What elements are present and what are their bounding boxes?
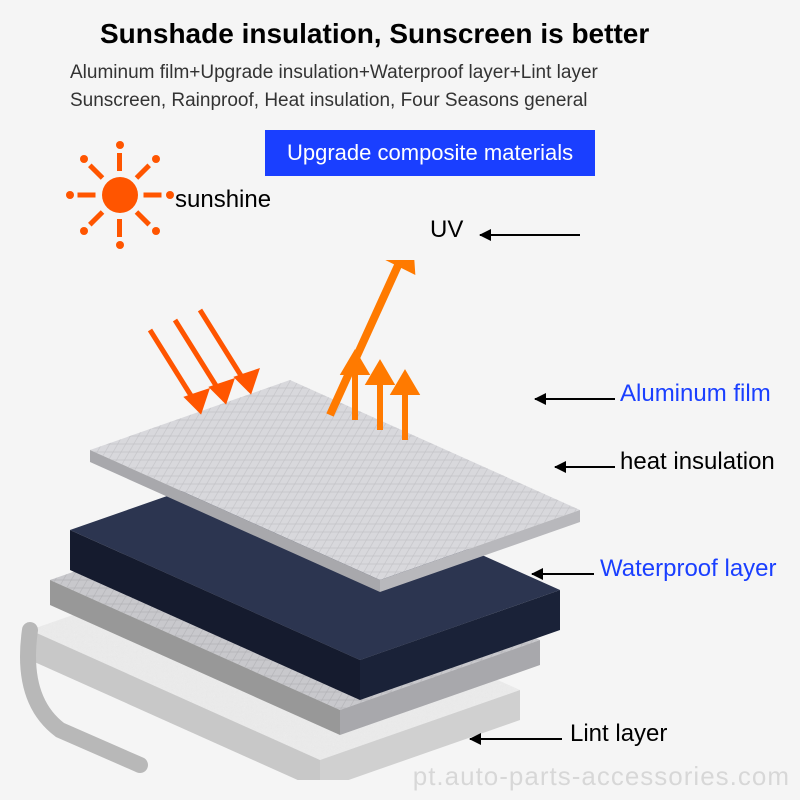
badge: Upgrade composite materials (265, 130, 595, 176)
layer-arrow-icon-0 (535, 398, 615, 400)
layer-label-3: Lint layer (570, 720, 667, 748)
main-title: Sunshade insulation, Sunscreen is better (100, 18, 649, 50)
uv-label: UV (430, 216, 463, 244)
layer-label-2: Waterproof layer (600, 555, 777, 583)
subtitle-1: Aluminum film+Upgrade insulation+Waterpr… (70, 62, 598, 84)
watermark: pt.auto-parts-accessories.com (413, 761, 790, 792)
layer-arrow-icon-3 (470, 738, 562, 740)
layer-label-0: Aluminum film (620, 380, 771, 408)
sunshine-label: sunshine (175, 186, 271, 214)
layer-arrow-icon-2 (532, 573, 594, 575)
layer-diagram (0, 260, 720, 780)
layer-label-1: heat insulation (620, 448, 775, 476)
subtitle-2: Sunscreen, Rainproof, Heat insulation, F… (70, 90, 588, 112)
incoming-rays-icon (150, 310, 256, 410)
uv-arrow-icon (480, 234, 580, 236)
layer-arrow-icon-1 (555, 466, 615, 468)
